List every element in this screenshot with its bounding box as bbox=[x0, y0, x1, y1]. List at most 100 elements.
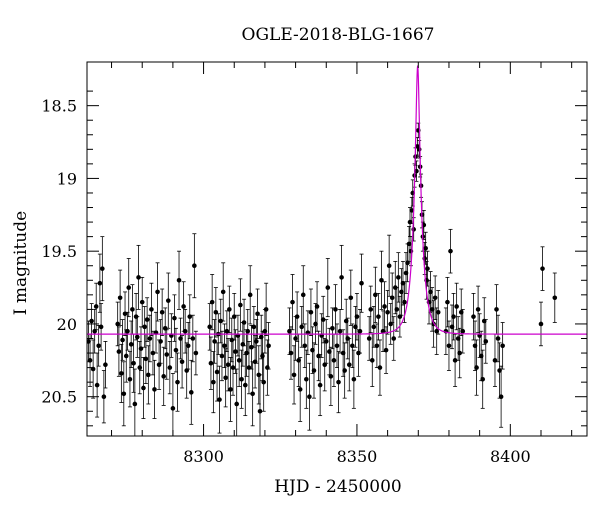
data-point bbox=[227, 285, 232, 334]
data-point-marker bbox=[218, 318, 224, 324]
data-point-marker bbox=[500, 343, 505, 349]
data-point-marker bbox=[495, 336, 501, 341]
data-point-marker bbox=[540, 266, 545, 271]
data-point bbox=[339, 244, 344, 310]
data-point-marker bbox=[89, 318, 94, 324]
data-point-marker bbox=[97, 280, 103, 286]
data-point-marker bbox=[376, 314, 381, 319]
data-point bbox=[451, 292, 456, 341]
data-point-marker bbox=[100, 266, 105, 271]
data-point-marker bbox=[266, 343, 271, 349]
data-point bbox=[127, 351, 133, 408]
data-point bbox=[211, 351, 216, 414]
data-point-marker bbox=[435, 310, 441, 315]
data-point-marker bbox=[138, 346, 144, 351]
data-point-marker bbox=[323, 339, 329, 344]
data-point bbox=[366, 316, 372, 361]
data-point-marker bbox=[299, 324, 305, 330]
data-point-marker bbox=[411, 227, 416, 232]
data-point-marker bbox=[369, 358, 375, 363]
data-point-marker bbox=[297, 387, 303, 392]
data-point-marker bbox=[103, 362, 108, 367]
data-point bbox=[446, 320, 452, 371]
data-point-marker bbox=[247, 292, 253, 298]
data-point-marker bbox=[261, 379, 266, 385]
data-point bbox=[96, 325, 101, 367]
data-point bbox=[495, 314, 501, 363]
data-point-marker bbox=[422, 256, 428, 261]
data-point-marker bbox=[336, 379, 341, 385]
data-point bbox=[307, 362, 312, 431]
data-point bbox=[122, 291, 128, 336]
data-point-marker bbox=[242, 382, 248, 388]
data-point-marker bbox=[452, 358, 458, 363]
data-point bbox=[128, 320, 134, 369]
data-point bbox=[483, 319, 489, 364]
data-point-marker bbox=[239, 376, 244, 382]
data-point bbox=[158, 319, 163, 364]
data-point-marker bbox=[385, 310, 390, 315]
data-point bbox=[142, 306, 147, 348]
data-point bbox=[538, 301, 544, 347]
data-point bbox=[297, 357, 303, 422]
data-point-marker bbox=[445, 299, 450, 305]
y-tick-label: 20.5 bbox=[41, 388, 77, 407]
data-point bbox=[552, 272, 558, 323]
data-point-marker bbox=[423, 245, 428, 251]
data-point bbox=[239, 349, 244, 409]
data-point bbox=[346, 338, 352, 392]
data-point bbox=[222, 323, 227, 369]
data-point-marker bbox=[538, 321, 544, 327]
data-point bbox=[98, 303, 104, 351]
data-point-marker bbox=[185, 343, 191, 349]
data-point-marker bbox=[211, 379, 216, 385]
data-point-marker bbox=[136, 275, 141, 280]
data-point-marker bbox=[386, 263, 392, 269]
data-point bbox=[448, 228, 453, 274]
data-point-marker bbox=[311, 368, 317, 373]
data-point-marker bbox=[483, 339, 489, 344]
axes: 8300 8350 8400 18.5 19 19.5 20 20.5 bbox=[41, 62, 587, 466]
data-point-marker bbox=[245, 328, 251, 334]
data-point-marker bbox=[117, 295, 123, 301]
data-point bbox=[219, 330, 225, 382]
data-point-marker bbox=[304, 376, 309, 382]
data-point-marker bbox=[308, 310, 314, 315]
data-point bbox=[117, 269, 123, 326]
data-point-marker bbox=[334, 343, 340, 349]
data-point-marker bbox=[454, 304, 459, 309]
data-point bbox=[435, 290, 441, 335]
data-point bbox=[136, 244, 141, 310]
data-point-marker bbox=[127, 376, 133, 382]
data-point-marker bbox=[139, 299, 145, 305]
data-point bbox=[288, 326, 294, 380]
data-point-marker bbox=[339, 275, 344, 280]
data-point-marker bbox=[409, 208, 415, 213]
data-point bbox=[132, 368, 138, 436]
data-point-marker bbox=[391, 336, 397, 341]
data-point-marker bbox=[192, 263, 197, 269]
data-point-marker bbox=[475, 307, 481, 312]
data-point bbox=[290, 274, 295, 331]
data-point bbox=[480, 349, 486, 409]
y-tick-label: 19.5 bbox=[41, 242, 77, 261]
data-point-marker bbox=[227, 307, 232, 312]
data-point-marker bbox=[94, 382, 100, 388]
data-point-marker bbox=[149, 307, 154, 312]
data-point-marker bbox=[87, 358, 93, 363]
data-point-marker bbox=[220, 289, 226, 295]
data-point-marker bbox=[142, 324, 147, 330]
data-point bbox=[209, 274, 215, 331]
data-point bbox=[359, 253, 364, 313]
data-point bbox=[147, 314, 153, 363]
data-point bbox=[460, 308, 466, 354]
data-point-marker bbox=[209, 299, 215, 305]
data-point bbox=[457, 327, 462, 379]
data-point-marker bbox=[164, 352, 170, 357]
data-point bbox=[89, 303, 94, 339]
data-point bbox=[354, 292, 360, 341]
data-point bbox=[452, 333, 458, 387]
data-point bbox=[305, 310, 311, 355]
data-point-marker bbox=[457, 350, 462, 356]
data-point-marker bbox=[290, 299, 295, 305]
